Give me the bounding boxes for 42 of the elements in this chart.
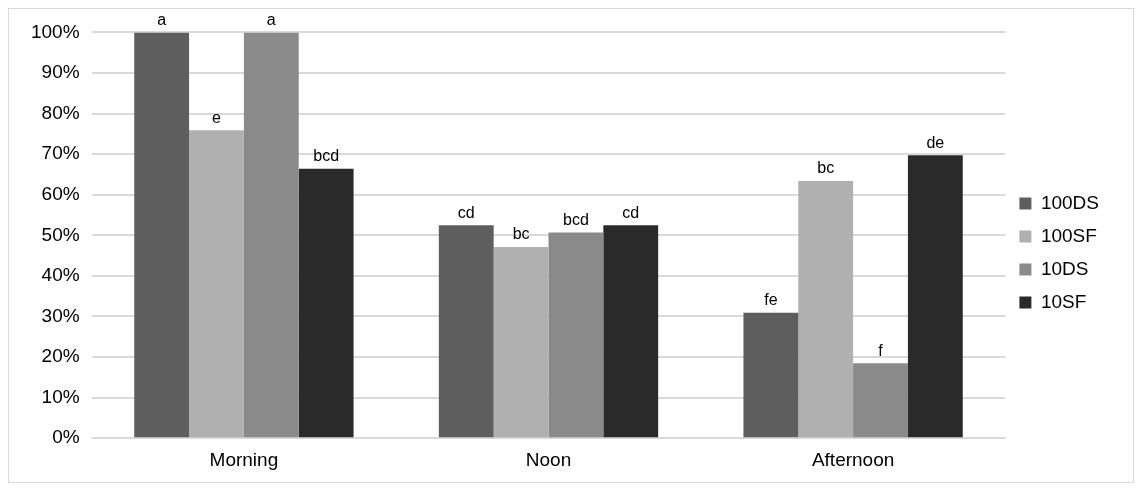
y-tick-label: 10% [41, 385, 80, 407]
y-tick-label: 90% [41, 61, 80, 83]
bar [493, 247, 549, 438]
y-tick-label: 30% [41, 304, 80, 326]
data-label: bcd [563, 210, 589, 228]
data-label: f [878, 341, 884, 359]
bar [438, 225, 494, 438]
bar [743, 312, 799, 438]
bar [243, 32, 299, 438]
data-label: bc [817, 159, 835, 177]
y-tick-label: 20% [41, 345, 80, 367]
y-tick-label: 40% [41, 264, 80, 286]
bar [548, 232, 604, 438]
data-label: de [926, 133, 945, 151]
data-label: bc [512, 225, 530, 243]
data-label: cd [622, 203, 640, 221]
legend-label: 10DS [1040, 257, 1089, 279]
data-label: cd [457, 203, 475, 221]
bar [134, 32, 190, 438]
data-label: bcd [313, 147, 340, 165]
legend-label: 100DS [1040, 191, 1100, 213]
x-tick-label: Morning [209, 448, 279, 470]
data-label: e [212, 108, 222, 126]
bar [853, 363, 908, 438]
legend-label: 10SF [1040, 290, 1087, 312]
bar [907, 155, 963, 438]
y-tick-label: 0% [52, 426, 80, 448]
bar [603, 225, 659, 438]
bar [798, 180, 854, 438]
y-tick-label: 50% [41, 223, 80, 245]
bar [189, 130, 244, 438]
y-tick-label: 60% [41, 182, 80, 204]
y-tick-label: 100% [30, 20, 80, 42]
y-tick-label: 70% [41, 142, 80, 164]
bar [298, 168, 354, 438]
x-tick-label: Afternoon [811, 448, 895, 470]
legend-label: 100SF [1040, 224, 1097, 246]
x-tick-label: Noon [525, 448, 572, 470]
data-label: a [157, 10, 167, 28]
data-label: a [266, 10, 276, 28]
data-label: fe [764, 291, 778, 309]
y-tick-label: 80% [41, 101, 80, 123]
